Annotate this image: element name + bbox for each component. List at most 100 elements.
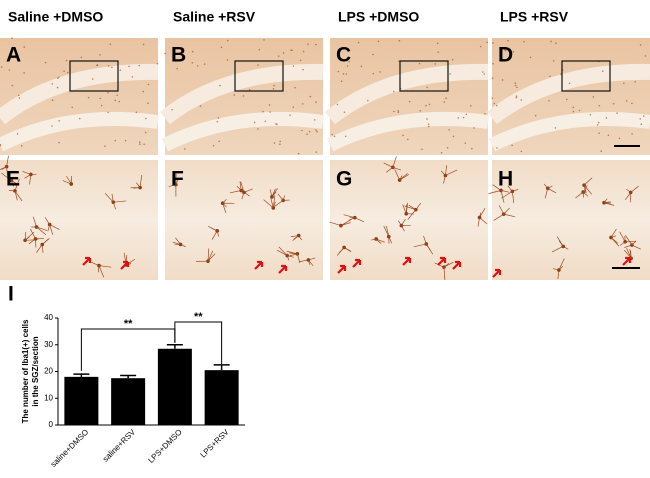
cell-dot bbox=[257, 128, 259, 130]
significance-label: ** bbox=[194, 311, 203, 323]
process bbox=[500, 190, 505, 203]
process bbox=[329, 221, 342, 226]
cell-dot bbox=[248, 89, 251, 91]
cell-dot bbox=[203, 63, 206, 65]
cell-dot bbox=[473, 127, 475, 129]
cell-dot bbox=[516, 86, 518, 89]
process bbox=[207, 253, 216, 262]
column-header: Saline +DMSO bbox=[8, 9, 103, 25]
cell-dot bbox=[507, 39, 509, 42]
cell-dot bbox=[342, 73, 345, 75]
cell-dot bbox=[139, 143, 141, 146]
cell-dot bbox=[118, 100, 121, 103]
process bbox=[44, 217, 50, 225]
process bbox=[443, 262, 450, 268]
cell-dot bbox=[171, 108, 173, 111]
process bbox=[112, 202, 117, 210]
process bbox=[298, 259, 309, 263]
error-bar bbox=[213, 364, 230, 371]
process bbox=[425, 243, 431, 251]
cell-dot bbox=[598, 132, 600, 134]
arrow bbox=[82, 256, 92, 266]
cell-dot bbox=[242, 95, 245, 97]
process bbox=[354, 217, 365, 223]
micrographs bbox=[0, 37, 650, 280]
column-header: LPS +DMSO bbox=[338, 9, 419, 25]
cell-dot bbox=[492, 42, 494, 44]
cell-dot bbox=[279, 143, 281, 146]
y-tick-label: 40 bbox=[44, 313, 53, 322]
cell-dot bbox=[552, 60, 555, 62]
cell-dot bbox=[8, 69, 11, 71]
process bbox=[11, 180, 14, 187]
cell-dot bbox=[469, 105, 472, 107]
x-tick-label: LPS+DMSO bbox=[146, 428, 183, 465]
process bbox=[277, 193, 284, 201]
process bbox=[222, 203, 227, 213]
process bbox=[286, 255, 290, 261]
process bbox=[308, 259, 314, 267]
process bbox=[207, 248, 210, 262]
process bbox=[136, 182, 141, 188]
process bbox=[583, 185, 587, 193]
cell-dot bbox=[465, 113, 468, 116]
cell-dot bbox=[436, 42, 439, 45]
cell-dot bbox=[217, 117, 220, 119]
micrograph bbox=[165, 160, 323, 280]
cell-dot bbox=[336, 103, 339, 106]
cell-dot bbox=[315, 101, 317, 103]
process bbox=[24, 231, 27, 241]
cell-dot bbox=[17, 94, 20, 97]
cell-dot bbox=[199, 105, 202, 107]
process bbox=[240, 181, 245, 193]
process bbox=[47, 224, 50, 232]
process bbox=[582, 191, 589, 197]
process bbox=[392, 156, 397, 168]
cell-dot bbox=[393, 110, 395, 113]
cell-dot bbox=[107, 111, 109, 114]
process bbox=[289, 253, 298, 257]
cell-dot bbox=[111, 66, 113, 69]
process bbox=[66, 175, 72, 185]
process bbox=[298, 235, 303, 241]
process bbox=[544, 188, 549, 199]
process bbox=[443, 267, 446, 280]
process bbox=[1, 172, 12, 181]
cell-dot bbox=[96, 64, 99, 66]
cell-dot bbox=[372, 53, 374, 56]
cell-dot bbox=[138, 64, 141, 67]
process bbox=[610, 237, 619, 244]
cell-dot bbox=[560, 73, 562, 75]
column-header: LPS +RSV bbox=[500, 9, 569, 25]
process bbox=[479, 217, 488, 225]
process bbox=[29, 174, 32, 185]
cell-dot bbox=[144, 131, 147, 134]
cell-dot bbox=[640, 123, 643, 125]
process bbox=[492, 184, 502, 191]
cell-dot bbox=[605, 117, 608, 119]
cell-dot bbox=[294, 86, 296, 89]
process bbox=[625, 192, 631, 200]
process bbox=[11, 180, 16, 184]
cell-dot bbox=[142, 90, 145, 93]
process bbox=[512, 188, 519, 192]
process bbox=[397, 220, 402, 226]
cell-dot bbox=[589, 113, 592, 116]
cell-dot bbox=[301, 129, 303, 132]
cell-dot bbox=[549, 75, 551, 78]
arrow bbox=[622, 256, 632, 266]
process bbox=[272, 195, 276, 208]
cell-dot bbox=[554, 127, 557, 129]
cell-dot bbox=[529, 56, 532, 59]
cell-dot bbox=[268, 104, 271, 106]
cell-dot bbox=[618, 137, 621, 140]
process bbox=[583, 177, 593, 186]
process bbox=[551, 246, 564, 253]
arrow bbox=[492, 268, 502, 278]
cell-dot bbox=[87, 96, 90, 99]
process bbox=[507, 185, 513, 192]
process bbox=[404, 205, 416, 210]
cell-dot bbox=[418, 62, 421, 65]
cell-dot bbox=[343, 111, 346, 114]
process bbox=[263, 199, 274, 209]
